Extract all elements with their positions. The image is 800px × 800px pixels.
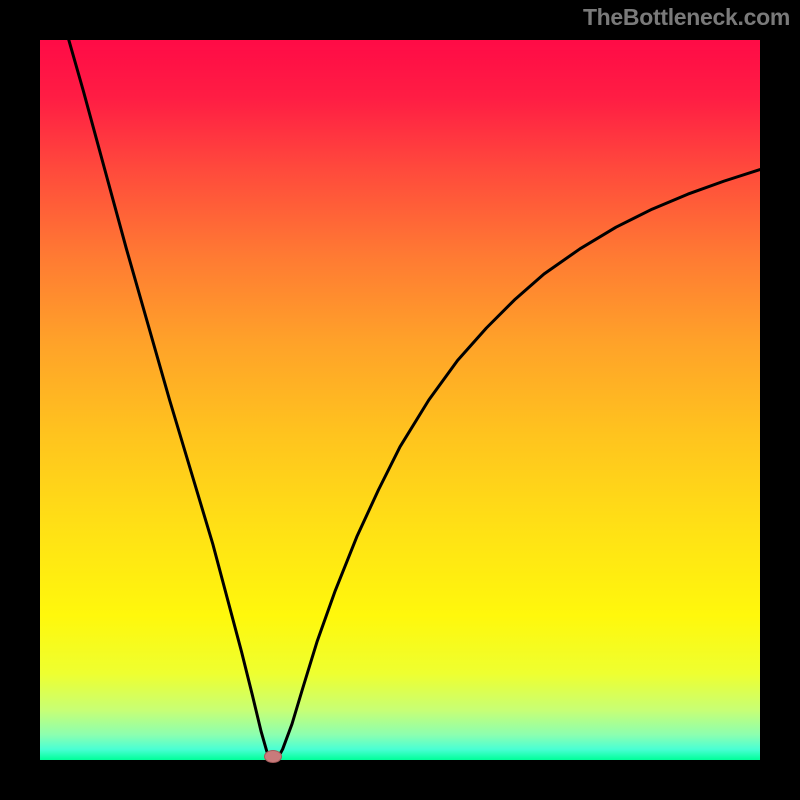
- bottleneck-curve: [40, 40, 760, 760]
- chart-frame: TheBottleneck.com: [0, 0, 800, 800]
- watermark-text: TheBottleneck.com: [583, 4, 790, 31]
- minimum-marker: [264, 750, 282, 763]
